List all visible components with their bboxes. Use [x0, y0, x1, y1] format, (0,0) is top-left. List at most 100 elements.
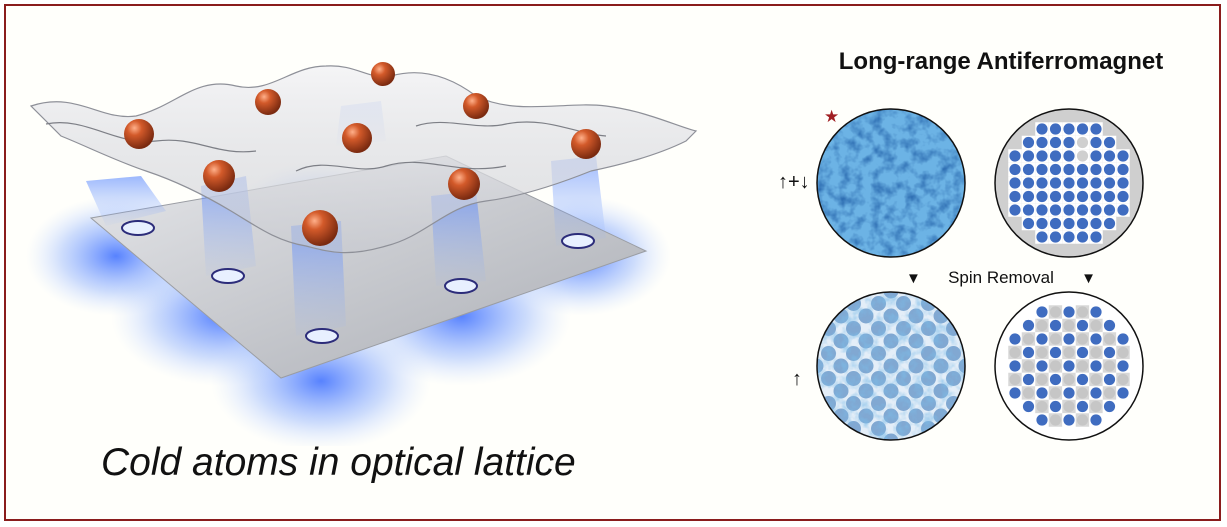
- spin-removal-row: ▼ Spin Removal ▼: [906, 268, 1096, 288]
- lattice-site: [1049, 163, 1062, 176]
- star-icon: ★: [824, 107, 840, 126]
- lattice-site: [1036, 123, 1048, 135]
- lattice-site: [1117, 387, 1129, 399]
- lattice-site: [1022, 333, 1035, 345]
- lattice-site: [1009, 163, 1021, 176]
- lattice-site: [1063, 373, 1075, 386]
- lattice-site: [1049, 204, 1062, 216]
- lattice-site: [1103, 163, 1116, 176]
- lattice-site: [1076, 319, 1089, 332]
- lattice-site: [1090, 123, 1102, 135]
- down-triangle-icon: ▼: [906, 269, 921, 287]
- lattice-site: [1063, 231, 1075, 243]
- lattice-site: [1036, 163, 1048, 176]
- lattice-site: [1036, 346, 1048, 359]
- lattice-site: [1049, 136, 1062, 149]
- lattice-site: [1076, 387, 1089, 399]
- lattice-site: [1063, 319, 1075, 332]
- lattice-site: [1036, 150, 1048, 162]
- lattice-site: [1103, 136, 1116, 149]
- lattice-site: [1009, 177, 1021, 189]
- illustration-caption: Cold atoms in optical lattice: [101, 441, 576, 484]
- lattice-site: [1090, 333, 1102, 345]
- lattice-site: [1009, 360, 1021, 372]
- lattice-site: [1103, 204, 1116, 216]
- lattice-site: [1090, 163, 1102, 176]
- lattice-site: [1022, 217, 1035, 230]
- lattice-site: [1076, 231, 1089, 243]
- lattice-site: [1063, 387, 1075, 399]
- atom: [371, 62, 395, 86]
- lattice-site: [1009, 346, 1021, 359]
- lattice-site: [1063, 190, 1075, 203]
- lattice-site-rings: [121, 220, 595, 344]
- atom: [255, 89, 281, 115]
- lattice-site: [1022, 190, 1035, 203]
- lattice-site: [1076, 346, 1089, 359]
- lattice-site: [1090, 414, 1102, 426]
- lattice-site: [1117, 373, 1129, 386]
- lattice-site: [1049, 400, 1062, 413]
- lattice-site: [1049, 387, 1062, 399]
- lattice-site: [1049, 414, 1062, 426]
- lattice-site: [1063, 150, 1075, 162]
- lattice-site: [1063, 360, 1075, 372]
- lattice-site: [1049, 123, 1062, 135]
- lattice-site: [1049, 346, 1062, 359]
- panel-title: Long-range Antiferromagnet: [838, 48, 1164, 75]
- lattice-site: [1063, 414, 1075, 426]
- lattice-site: [1076, 217, 1089, 230]
- lattice-site: [1036, 136, 1048, 149]
- optical-lattice-illustration: [26, 62, 698, 446]
- lattice-site: [1063, 306, 1075, 318]
- lattice-site: [1076, 163, 1089, 176]
- lattice-site: [1076, 123, 1089, 135]
- lattice-site: [1036, 231, 1048, 243]
- lattice-site: [1063, 163, 1075, 176]
- lattice-site: [1103, 346, 1116, 359]
- lattice-site: [1103, 177, 1116, 189]
- lattice-site: [1090, 190, 1102, 203]
- lattice-site: [1049, 190, 1062, 203]
- lattice-site: [1117, 163, 1129, 176]
- lattice-site: [1103, 387, 1116, 399]
- lattice-site: [1049, 373, 1062, 386]
- lattice-site: [1049, 360, 1062, 372]
- lattice-site: [1076, 190, 1089, 203]
- lattice-site: [1076, 177, 1089, 189]
- lattice-site: [1063, 400, 1075, 413]
- lattice-site: [1009, 373, 1021, 386]
- lattice-site: [1009, 387, 1021, 399]
- lattice-site: [1063, 217, 1075, 230]
- lattice-site: [1022, 150, 1035, 162]
- lattice-site: [1036, 373, 1048, 386]
- lattice-site: [1076, 204, 1089, 216]
- lattice-site: [1090, 360, 1102, 372]
- lattice-site: [1117, 150, 1129, 162]
- lattice-site: [1036, 204, 1048, 216]
- lattice-site: [1117, 333, 1129, 345]
- lattice-site: [1090, 204, 1102, 216]
- lattice-site: [1009, 190, 1021, 203]
- lattice-site: [1036, 190, 1048, 203]
- lattice-site: [1117, 346, 1129, 359]
- lattice-site: [1009, 150, 1021, 162]
- image-single-spin-fluorescence: [817, 292, 965, 440]
- lattice-site: [1049, 177, 1062, 189]
- afm-images: [816, 108, 1144, 441]
- image-spin-mixture-reconstruction: [995, 109, 1143, 257]
- lattice-site: [1036, 387, 1048, 399]
- spin-up-label: ↑: [792, 368, 802, 390]
- lattice-site: [1036, 400, 1048, 413]
- lattice-site: [1022, 163, 1035, 176]
- lattice-site: [1117, 177, 1129, 189]
- lattice-site: [1022, 346, 1035, 359]
- lattice-site: [1063, 123, 1075, 135]
- lattice-site: [1103, 150, 1116, 162]
- lattice-site: [1090, 373, 1102, 386]
- lattice-site: [1049, 217, 1062, 230]
- lattice-site: [1022, 136, 1035, 149]
- lattice-site: [1090, 400, 1102, 413]
- lattice-site: [1022, 387, 1035, 399]
- image-single-spin-reconstruction: [995, 292, 1143, 440]
